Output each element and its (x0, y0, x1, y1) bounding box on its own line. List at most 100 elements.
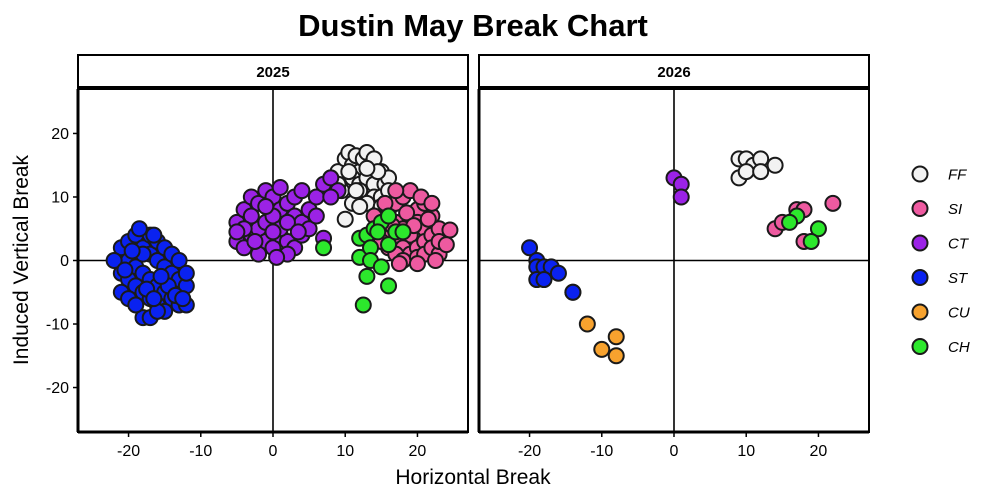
legend-marker (911, 200, 929, 217)
point-CH (802, 232, 820, 250)
x-axis-label: Horizontal Break (395, 466, 551, 489)
point-ST (177, 264, 195, 282)
point-SI (427, 252, 444, 269)
point-CH (358, 267, 376, 285)
x-tick-label: 20 (409, 443, 427, 460)
point-CH (369, 223, 387, 241)
legend-label: CH (948, 339, 970, 356)
point-FF (737, 163, 755, 181)
strip-label: 2025 (256, 64, 289, 81)
point-CT (307, 207, 325, 225)
series-ST (105, 220, 195, 327)
point-CT (271, 178, 289, 196)
point-ST (145, 226, 163, 244)
legend-label: CT (948, 236, 970, 253)
point-ST (170, 252, 188, 269)
point-CT (293, 182, 311, 200)
series-CT (665, 169, 690, 206)
x-tick-label: -10 (590, 443, 613, 460)
point-FF (340, 163, 358, 181)
legend-label: CU (948, 305, 970, 322)
series-CH (315, 207, 412, 314)
point-CT (289, 223, 307, 241)
panel-2025: 2025 -20 -10 0 10 20 -20 -10 0 10 20 (46, 54, 469, 460)
point-CH (809, 220, 827, 238)
point-SI (437, 236, 455, 254)
legend-item-CH: CH (911, 338, 970, 356)
point-CT (278, 213, 296, 231)
point-CT (268, 248, 286, 266)
point-SI (824, 194, 842, 212)
point-CH (380, 207, 398, 225)
y-tick-label: -20 (46, 380, 69, 397)
point-SI (390, 255, 408, 273)
point-ST (130, 220, 148, 238)
point-ST (174, 290, 192, 308)
point-FF (336, 210, 354, 228)
y-tick-label: 20 (51, 126, 69, 143)
legend-label: FF (948, 167, 967, 184)
point-ST (521, 239, 539, 257)
x-tick-label: -20 (518, 443, 541, 460)
point-SI (408, 255, 426, 273)
legend-label: ST (948, 270, 969, 287)
y-axis-label: Induced Vertical Break (10, 154, 33, 365)
x-tick-label: 0 (269, 443, 278, 460)
legend-item-ST: ST (911, 269, 969, 287)
point-CH (372, 258, 390, 276)
point-ST (535, 271, 553, 289)
x-tick-label: 10 (336, 443, 354, 460)
x-tick-label: -10 (189, 443, 212, 460)
y-tick-label: 0 (60, 253, 69, 270)
point-ST (564, 283, 582, 301)
strip-box (478, 54, 870, 88)
point-CT (672, 188, 690, 206)
legend-marker (911, 165, 929, 183)
point-CU (593, 340, 611, 358)
point-ST (105, 252, 123, 269)
point-CT (228, 223, 246, 241)
x-tick-label: 10 (737, 443, 755, 460)
legend: FF SI CT ST CU CH (911, 165, 970, 356)
point-SI (398, 204, 416, 222)
point-FF (766, 156, 784, 174)
point-SI (423, 194, 441, 212)
legend-label: SI (948, 201, 962, 218)
point-CH (394, 223, 412, 241)
chart-title: Dustin May Break Chart (298, 8, 648, 43)
legend-marker (911, 269, 929, 286)
x-tick-label: 20 (810, 443, 828, 460)
point-SI (419, 210, 437, 228)
legend-marker (911, 303, 929, 321)
series-CT (228, 169, 347, 266)
x-tick-label: -20 (117, 443, 140, 460)
series-CH (781, 207, 827, 250)
strip-label: 2026 (657, 64, 690, 81)
x-tick-label: 0 (670, 443, 679, 460)
strip-box (77, 54, 469, 88)
point-ST (116, 261, 134, 279)
series-ST (521, 239, 582, 301)
point-CT (242, 207, 260, 225)
point-CT (322, 169, 340, 187)
point-FF (358, 159, 376, 177)
panel-2026: 2026 -20 -10 0 10 20 (477, 54, 870, 460)
point-CU (578, 315, 596, 333)
legend-item-FF: FF (911, 165, 967, 184)
point-CT (264, 223, 282, 241)
point-ST (152, 267, 170, 285)
point-CT (246, 232, 264, 250)
legend-item-SI: SI (911, 200, 962, 218)
y-tick-label: 10 (51, 189, 69, 206)
point-FF (351, 198, 369, 216)
point-CU (607, 347, 625, 365)
point-CH (380, 236, 398, 254)
point-ST (549, 264, 567, 282)
point-CT (322, 188, 340, 206)
point-CH (354, 296, 372, 314)
point-CH (781, 213, 799, 231)
point-CT (257, 198, 275, 216)
point-CU (607, 328, 625, 346)
